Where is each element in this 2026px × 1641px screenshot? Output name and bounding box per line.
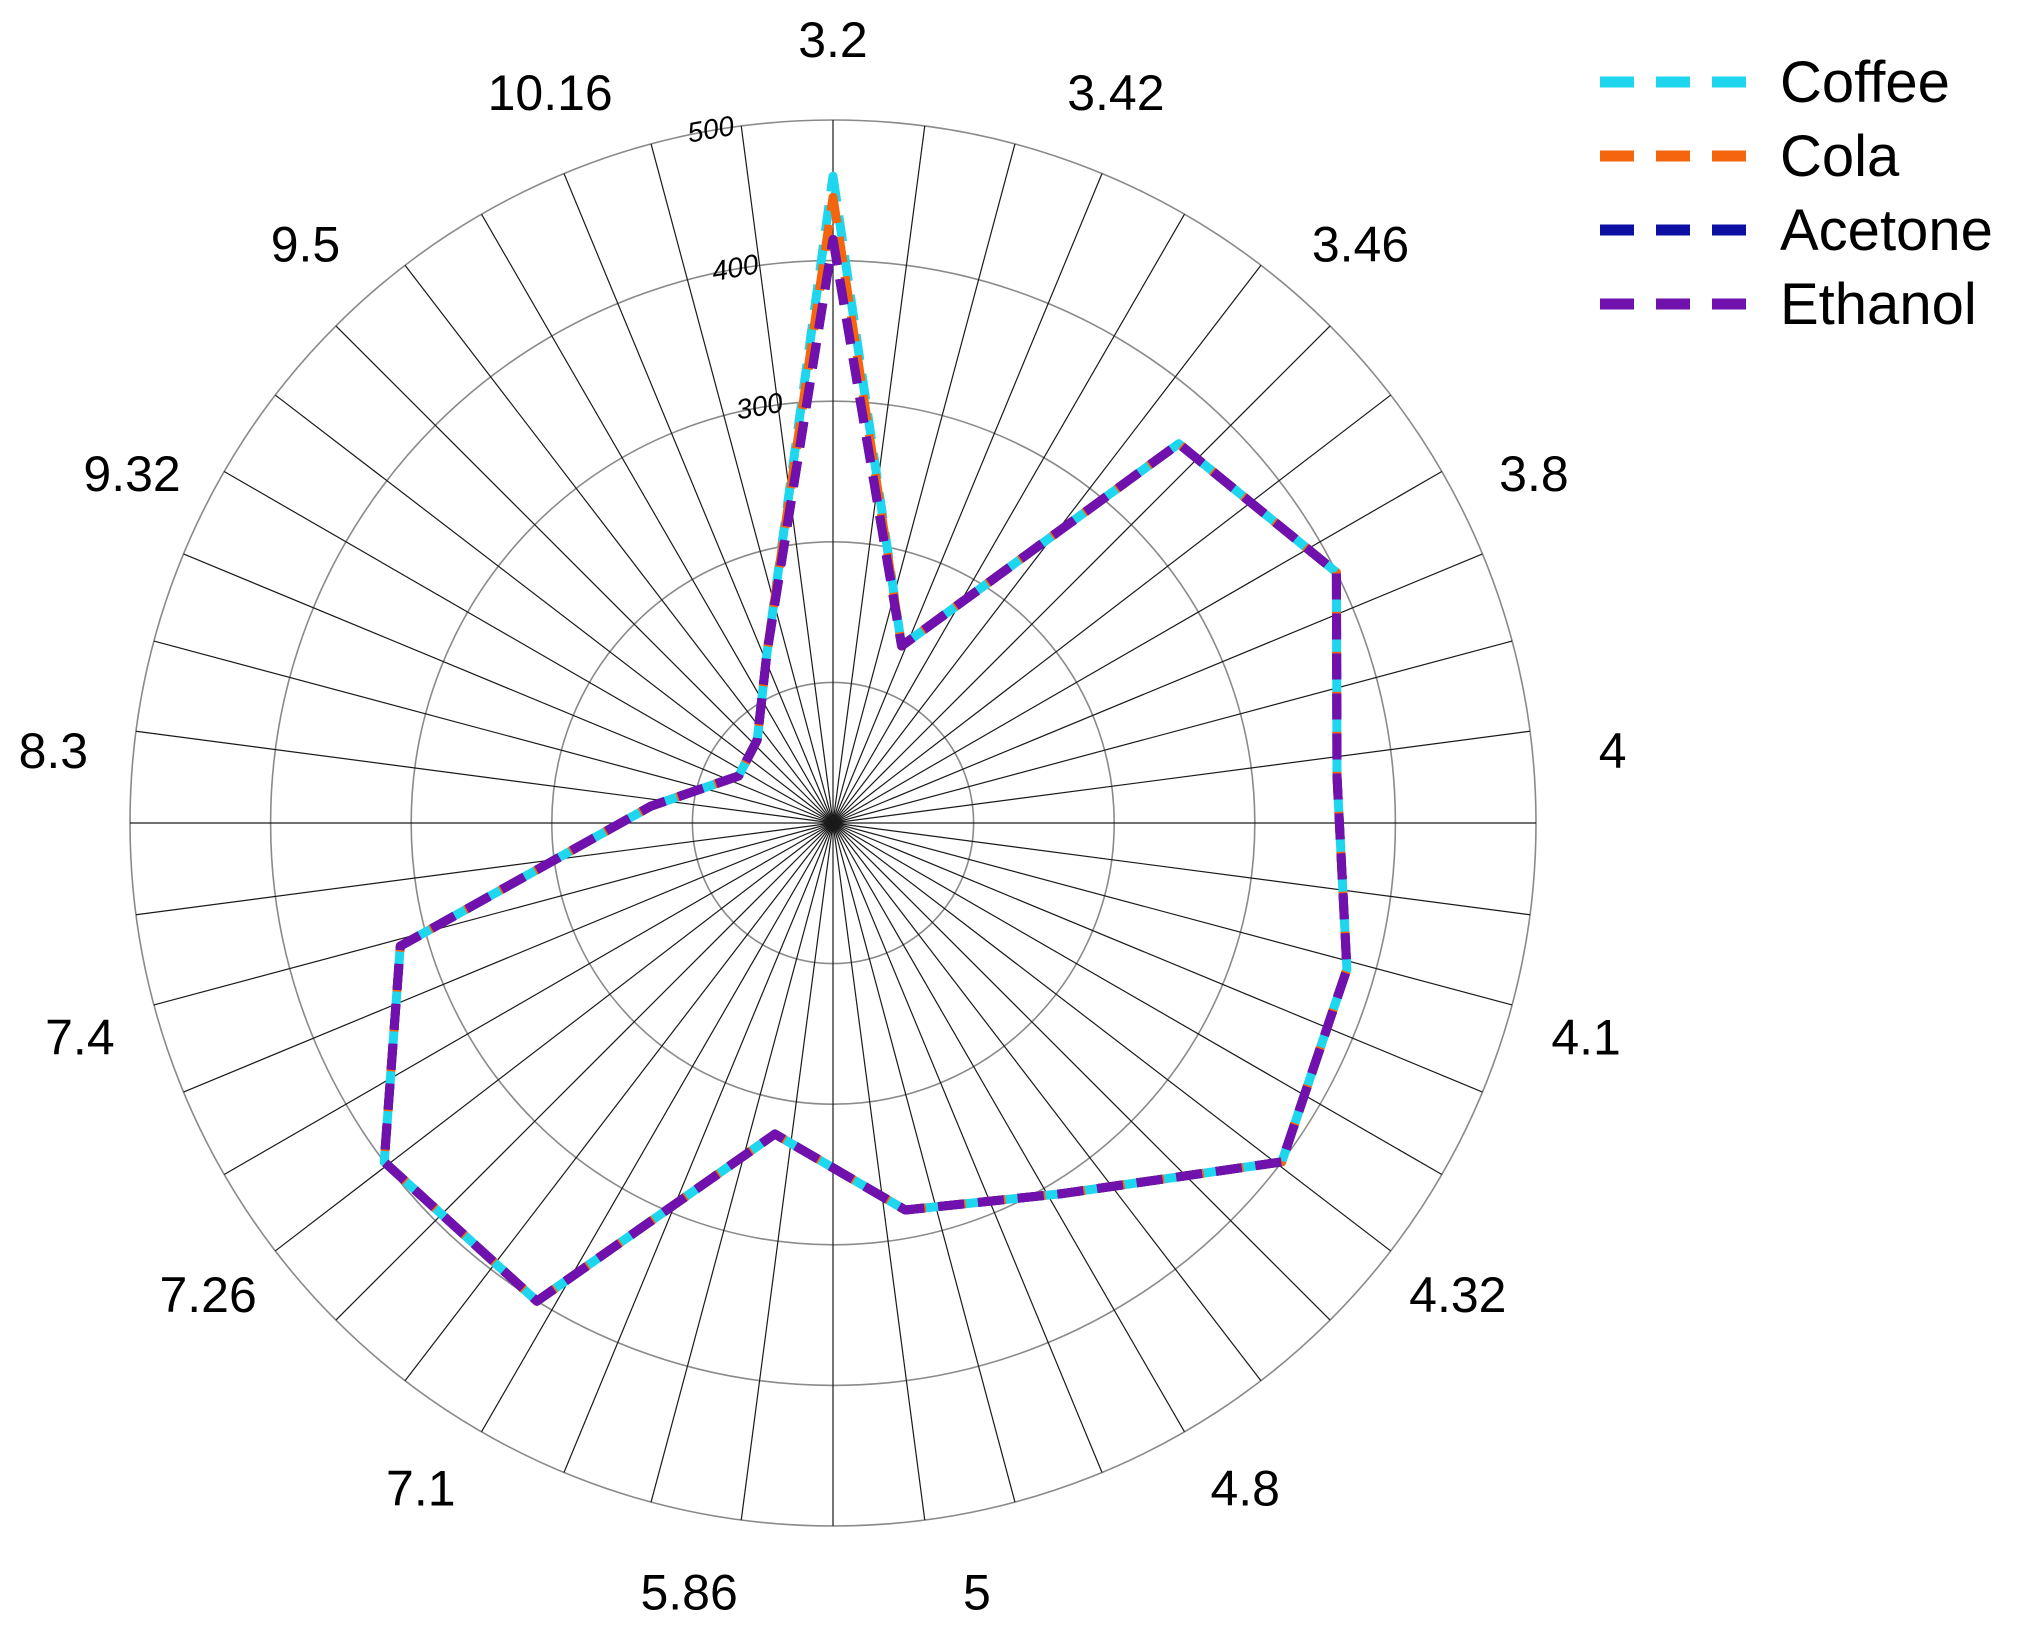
category-label: 3.42 [1067,65,1164,121]
legend-label-acetone: Acetone [1780,198,1993,263]
category-label: 7.1 [386,1461,456,1517]
grid-spoke [154,641,833,823]
radial-tick-label: 300 [734,387,786,426]
legend-label-coffee: Coffee [1780,50,1950,115]
category-label: 3.2 [798,12,868,68]
series-line-coffee [384,176,1347,1301]
grid-spoke [833,326,1330,823]
category-label: 4.8 [1210,1461,1280,1517]
grid-spoke [833,472,1442,824]
radial-tick-label: 400 [709,248,761,287]
category-label: 8.3 [19,723,89,779]
category-label: 5 [963,1565,991,1621]
grid-spoke [833,823,1512,1005]
grid-spoke [833,823,1530,915]
grid-spoke [741,823,833,1520]
radial-tick-label: 500 [685,110,737,149]
grid-spoke [833,823,1185,1432]
grid-spoke [833,731,1530,823]
series-line-cola [384,197,1347,1301]
legend-label-ethanol: Ethanol [1780,272,1977,337]
radial-ticks: 300 400 500 [685,110,786,426]
category-label: 9.32 [83,446,180,502]
grid-spoke [336,823,833,1320]
grid-spoke [833,823,1102,1472]
grid-spoke [184,554,833,823]
category-label: 7.4 [45,1009,115,1065]
grid [130,120,1536,1526]
grid-spoke [833,823,1330,1320]
grid-spoke [482,823,834,1432]
grid-spoke [833,823,1442,1175]
grid-spoke [154,823,833,1005]
legend: Coffee Cola Acetone Ethanol [1600,50,1993,337]
grid-spoke [184,823,833,1092]
grid-spoke [833,641,1512,823]
series-lines [384,176,1347,1301]
grid-spoke [833,823,1482,1092]
grid-spoke [482,214,834,823]
category-label: 4.32 [1409,1267,1506,1323]
category-label: 3.46 [1312,216,1409,272]
category-label: 3.8 [1499,446,1569,502]
category-label: 5.86 [640,1565,737,1621]
grid-spoke [741,126,833,823]
category-label: 7.26 [159,1267,256,1323]
grid-spoke [651,144,833,823]
category-label: 9.5 [271,216,341,272]
grid-spoke [833,823,1015,1502]
category-label: 4.1 [1551,1009,1621,1065]
category-label: 4 [1599,723,1627,779]
legend-label-cola: Cola [1780,124,1900,189]
category-label: 10.16 [488,65,613,121]
grid-spoke [833,144,1015,823]
grid-spoke [833,554,1482,823]
